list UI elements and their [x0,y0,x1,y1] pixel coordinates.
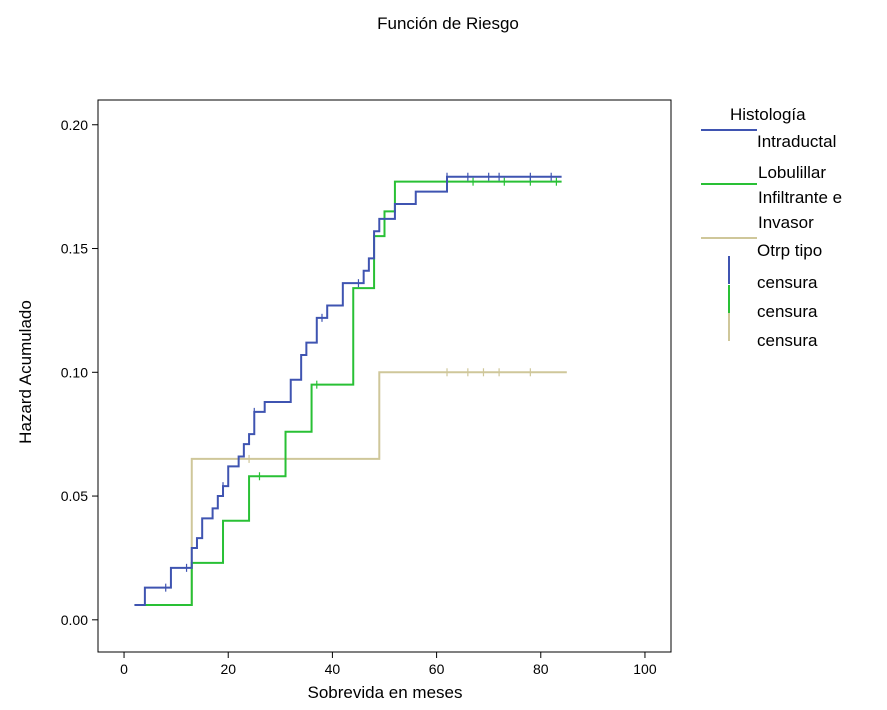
x-tick-label: 100 [633,661,657,677]
series-layer [134,172,567,606]
x-tick-label: 60 [429,661,445,677]
legend-label: Lobulillar Infiltrante e Invasor [758,163,842,232]
series-line-intraductal [134,175,562,606]
x-tick-label: 80 [533,661,549,677]
legend-title: Histología [730,105,806,124]
y-axis: 0.00 0.05 0.10 0.15 0.20 [61,117,98,628]
y-axis-label: Hazard Acumulado [16,300,35,444]
plot-frame [97,99,672,653]
series-line-otrp-tipo [134,371,567,606]
y-tick-label: 0.20 [61,117,88,133]
legend-label: censura [757,331,818,350]
y-tick-label: 0.05 [61,488,88,504]
y-tick-label: 0.10 [61,364,88,380]
legend-label: Otrp tipo [757,241,822,260]
y-tick-label: 0.15 [61,241,88,257]
y-tick-label: 0.00 [61,612,88,628]
series-line-lobulillar-infiltrante-e-invasor [134,180,562,606]
legend: Histología Intraductal Lobulillar Infiltra… [701,105,842,350]
legend-label: Intraductal [757,132,836,151]
chart-title: Función de Riesgo [377,14,519,33]
x-axis: 0 20 40 60 80 100 [120,652,657,677]
x-tick-label: 40 [325,661,341,677]
x-tick-label: 0 [120,661,128,677]
x-tick-label: 20 [220,661,236,677]
legend-label: censura [757,302,818,321]
legend-label: censura [757,273,818,292]
x-axis-label: Sobrevida en meses [308,683,463,702]
